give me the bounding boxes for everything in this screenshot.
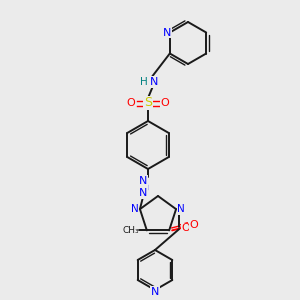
- Text: O: O: [190, 220, 198, 230]
- Text: O: O: [160, 98, 169, 108]
- Text: CH₃: CH₃: [122, 226, 139, 235]
- Text: N: N: [151, 287, 159, 297]
- Text: N: N: [139, 188, 147, 198]
- Text: O: O: [127, 98, 135, 108]
- Text: O: O: [182, 224, 190, 233]
- Text: N: N: [131, 204, 139, 214]
- Text: N: N: [163, 28, 171, 38]
- Text: N: N: [139, 176, 147, 186]
- Text: H: H: [140, 77, 148, 87]
- Text: N: N: [177, 204, 185, 214]
- Text: S: S: [144, 97, 152, 110]
- Text: N: N: [150, 77, 158, 87]
